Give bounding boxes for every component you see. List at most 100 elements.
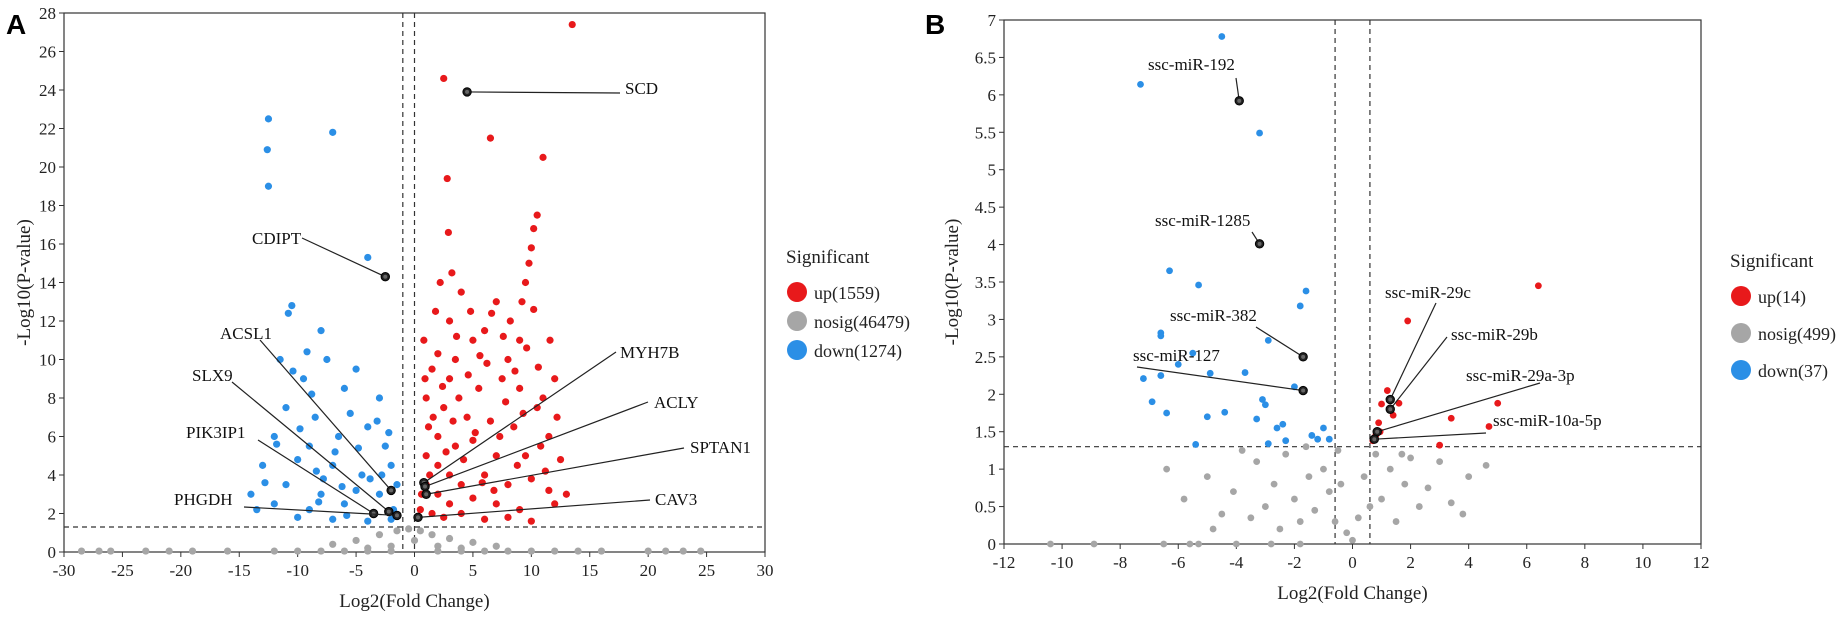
gene-label: CDIPT — [252, 229, 302, 248]
data-point-down — [375, 394, 384, 402]
data-point-up — [492, 500, 500, 508]
gene-label: SPTAN1 — [690, 438, 751, 457]
data-point-down — [1314, 435, 1322, 443]
data-point-up — [483, 359, 491, 367]
gene-label: ACSL1 — [220, 324, 272, 343]
data-point-down — [1279, 420, 1287, 428]
data-point-up — [502, 398, 510, 406]
highlight-point-core — [389, 488, 394, 493]
data-point-up — [469, 436, 477, 444]
series-down — [1137, 33, 1333, 448]
highlight-point-core — [386, 509, 391, 514]
data-point-nosig — [1349, 536, 1356, 544]
data-point-up — [504, 355, 512, 364]
data-point-nosig — [329, 540, 337, 548]
data-point-down — [299, 375, 308, 383]
legend: Significant up(14) nosig(499) down(37) — [1730, 251, 1836, 382]
data-point-down — [329, 515, 337, 523]
data-point-down — [340, 500, 348, 508]
data-point-up — [428, 509, 436, 518]
data-point-nosig — [1267, 540, 1275, 548]
data-point-up — [451, 355, 459, 364]
data-point-nosig — [1372, 450, 1380, 458]
data-point-down — [315, 498, 323, 506]
data-point-up — [463, 413, 471, 421]
data-point-down — [288, 302, 296, 310]
data-point-nosig — [387, 542, 395, 550]
data-point-nosig — [1296, 518, 1304, 525]
data-point-up — [1375, 419, 1383, 427]
x-tick-label: -12 — [993, 553, 1016, 572]
data-point-up — [457, 509, 465, 518]
data-point-up — [421, 375, 429, 383]
data-point-nosig — [551, 547, 559, 555]
data-point-nosig — [1407, 454, 1414, 462]
legend-entry: nosig(46479) — [814, 312, 910, 333]
data-point-down — [270, 500, 278, 508]
data-point-nosig — [1247, 514, 1255, 522]
data-point-down — [270, 432, 278, 441]
data-point-down — [294, 513, 302, 521]
data-point-up — [442, 448, 450, 456]
data-point-nosig — [107, 547, 115, 555]
gene-label: MYH7B — [620, 343, 680, 362]
data-point-up — [516, 384, 524, 392]
highlight-point-core — [1257, 241, 1262, 246]
data-point-nosig — [1261, 503, 1269, 510]
x-tick-label: 2 — [1406, 553, 1415, 572]
data-point-down — [264, 182, 273, 190]
y-tick-label: 1.5 — [975, 423, 996, 442]
data-point-down — [1261, 401, 1269, 409]
x-tick-label: -6 — [1171, 553, 1185, 572]
data-point-up — [533, 211, 541, 219]
legend-entry: up(1559) — [814, 283, 880, 304]
data-point-up — [1378, 400, 1385, 408]
data-point-nosig — [317, 547, 325, 555]
data-point-down — [1148, 398, 1156, 406]
gene-label: CAV3 — [655, 490, 697, 509]
data-point-nosig — [1047, 540, 1054, 548]
data-point-nosig — [1447, 499, 1455, 507]
data-point-nosig — [1090, 540, 1098, 548]
data-point-up — [434, 432, 442, 441]
y-tick-label: 2.5 — [975, 348, 996, 367]
data-point-up — [420, 336, 428, 344]
data-point-nosig — [1334, 447, 1342, 454]
data-point-up — [422, 452, 430, 460]
data-point-up — [440, 404, 448, 412]
x-tick-label: -2 — [1287, 553, 1301, 572]
data-point-up — [1494, 399, 1502, 407]
y-axis-label: -Log10(P-value) — [14, 219, 35, 346]
data-point-up — [428, 365, 436, 373]
data-point-nosig — [393, 527, 401, 535]
data-point-up — [434, 461, 442, 469]
data-point-up — [525, 259, 533, 267]
data-point-up — [445, 500, 454, 508]
data-point-nosig — [223, 547, 232, 555]
leader-line — [423, 351, 617, 484]
y-tick-label: 6 — [988, 86, 997, 105]
data-point-nosig — [492, 542, 500, 550]
data-point-down — [1273, 424, 1281, 432]
legend-title: Significant — [1730, 251, 1814, 272]
leader-line — [257, 439, 374, 515]
gene-label: PHGDH — [174, 490, 233, 509]
data-point-nosig — [1465, 473, 1473, 481]
data-point-nosig — [270, 547, 278, 555]
data-point-up — [521, 278, 530, 287]
data-point-up — [452, 332, 461, 340]
data-point-up — [527, 244, 535, 252]
y-tick-label: 5.5 — [975, 123, 996, 142]
data-point-up — [511, 367, 519, 375]
data-point-nosig — [1311, 506, 1319, 514]
y-tick-label: 12 — [39, 312, 56, 331]
data-point-nosig — [1180, 495, 1188, 503]
data-point-nosig — [574, 547, 582, 555]
data-point-down — [1241, 369, 1249, 376]
x-axis-label: Log2(Fold Change) — [1277, 583, 1427, 604]
data-point-down — [1259, 396, 1266, 403]
leader-line — [1377, 382, 1541, 433]
data-point-up — [556, 456, 565, 464]
legend-swatch — [787, 282, 807, 302]
